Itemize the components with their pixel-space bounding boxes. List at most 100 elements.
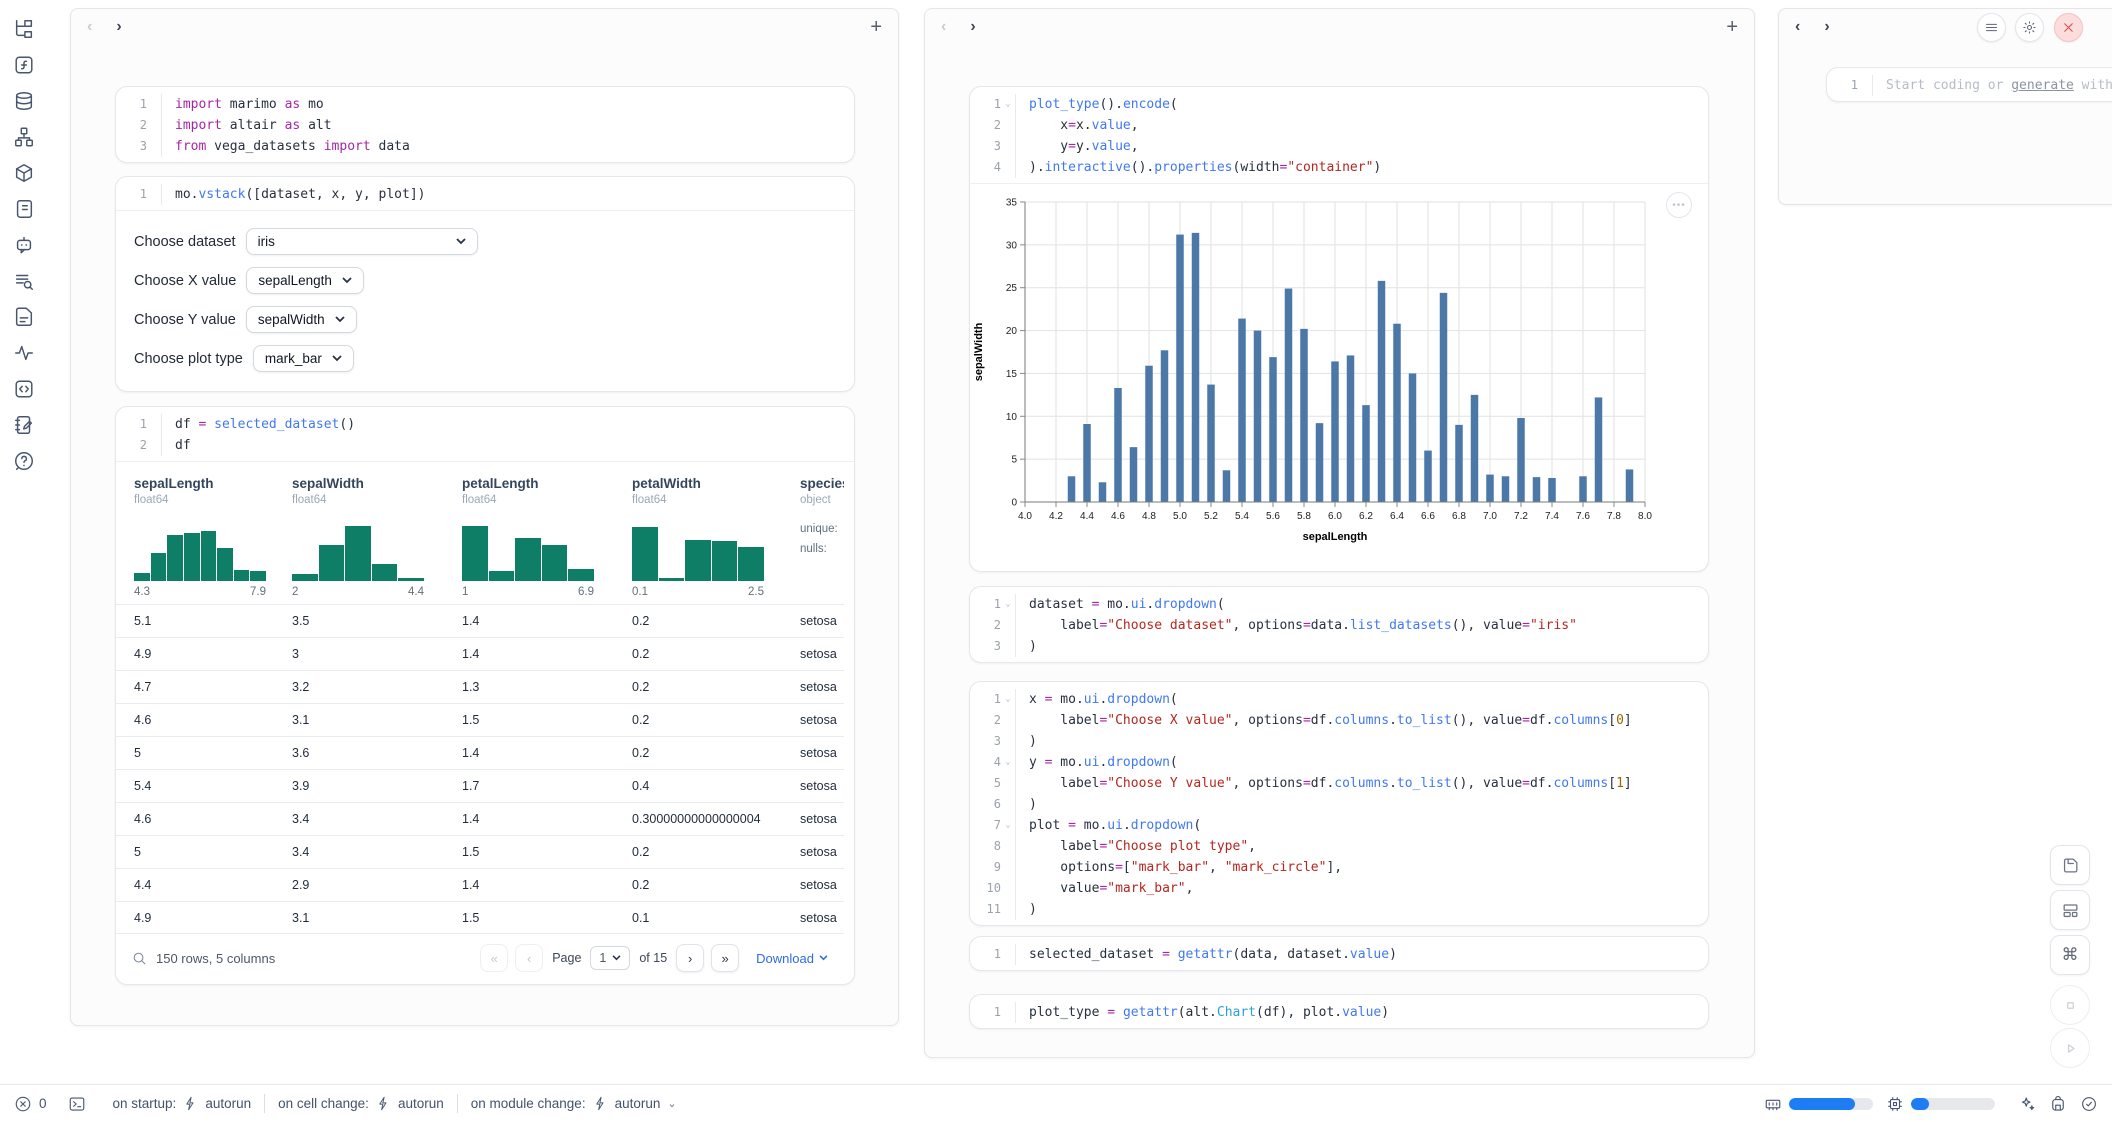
code-line[interactable]: 1⌄plot_type().encode( [970,94,1708,115]
table-row[interactable]: 5.43.91.70.4setosa [116,769,844,802]
connection-status[interactable] [2080,1095,2098,1113]
keyboard-shortcuts-button[interactable]: ⌘ [2050,935,2090,975]
code-line[interactable]: 1mo.vstack([dataset, x, y, plot]) [116,184,854,205]
documentation-icon[interactable] [13,306,35,328]
code-line[interactable]: 5 label="Choose Y value", options=df.col… [970,773,1708,794]
y-value-select[interactable]: sepalWidth [246,306,357,333]
code-line[interactable]: 10 value="mark_bar", [970,878,1708,899]
panel-next-icon[interactable]: › [116,19,121,35]
save-button[interactable] [2050,845,2090,885]
layout-toggle-button[interactable] [2050,890,2090,930]
settings-button[interactable] [2015,13,2044,42]
cpu-usage[interactable] [1886,1095,1995,1113]
on-cell-change-setting[interactable]: on cell change: autorun [278,1096,444,1111]
code-line[interactable]: 2df [116,435,854,456]
error-count[interactable]: 0 [14,1095,47,1113]
ai-chat-icon[interactable] [13,234,35,256]
table-row[interactable]: 4.73.21.30.2setosa [116,670,844,703]
help-icon[interactable] [13,450,35,472]
code-editor[interactable]: 1df = selected_dataset()2df [116,407,854,461]
code-line[interactable]: 3from vega_datasets import data [116,136,854,157]
code-editor[interactable]: 1⌄plot_type().encode(2 x=x.value,3 y=y.v… [970,87,1708,183]
code-line[interactable]: 7⌄plot = mo.ui.dropdown( [970,815,1708,836]
table-row[interactable]: 4.63.11.50.2setosa [116,703,844,736]
memory-usage[interactable] [1764,1095,1873,1113]
code-line[interactable]: 2 x=x.value, [970,115,1708,136]
code-line[interactable]: 8 label="Choose plot type", [970,836,1708,857]
panel-prev-icon[interactable]: ‹ [1795,19,1800,35]
code-line[interactable]: 11) [970,899,1708,920]
code-line[interactable]: 4⌄y = mo.ui.dropdown( [970,752,1708,773]
first-page-button[interactable]: « [480,944,508,972]
fold-icon: ⌄ [1001,594,1015,615]
code-line[interactable]: 2 label="Choose dataset", options=data.l… [970,615,1708,636]
file-tree-icon[interactable] [13,18,35,40]
prev-page-button[interactable]: ‹ [515,944,543,972]
ai-assistant-button[interactable] [2018,1095,2036,1113]
code-line[interactable]: 9 options=["mark_bar", "mark_circle"], [970,857,1708,878]
code-line[interactable]: 2 label="Choose X value", options=df.col… [970,710,1708,731]
code-line[interactable]: 1import marimo as mo [116,94,854,115]
dataset-select[interactable]: iris [246,228,478,255]
shutdown-button[interactable] [2054,13,2083,42]
notebook-icon[interactable] [13,414,35,436]
panel-prev-icon[interactable]: ‹ [87,19,92,35]
code-editor[interactable]: 1⌄dataset = mo.ui.dropdown(2 label="Choo… [970,587,1708,662]
chart-output[interactable]: 4.04.24.44.64.85.05.25.45.65.86.06.26.46… [970,184,1708,571]
stop-button[interactable] [2050,985,2090,1025]
function-icon[interactable] [13,54,35,76]
database-icon[interactable] [13,90,35,112]
dependency-graph-icon[interactable] [13,126,35,148]
code-line[interactable]: 1df = selected_dataset() [116,414,854,435]
code-line[interactable]: 1⌄dataset = mo.ui.dropdown( [970,594,1708,615]
snippets-icon[interactable] [13,378,35,400]
tracing-icon[interactable] [13,342,35,364]
table-row[interactable]: 4.93.11.50.1setosa [116,901,844,934]
run-button[interactable] [2050,1028,2090,1068]
menu-button[interactable] [1977,13,2006,42]
code-line[interactable]: 3 y=y.value, [970,136,1708,157]
code-line[interactable]: 4).interactive().properties(width="conta… [970,157,1708,178]
code-line[interactable]: 6) [970,794,1708,815]
search-icon[interactable] [132,951,147,966]
generate-with-ai-link[interactable]: generate [2011,78,2074,93]
panel-next-icon[interactable]: › [970,19,975,35]
code-line[interactable]: 3) [970,636,1708,657]
table-row[interactable]: 5.13.51.40.2setosa [116,604,844,637]
on-module-change-setting[interactable]: on module change: autorun ⌄ [471,1096,677,1111]
package-manager-button[interactable] [2049,1095,2067,1113]
logs-icon[interactable] [13,198,35,220]
panel-prev-icon[interactable]: ‹ [941,19,946,35]
panel-next-icon[interactable]: › [1824,19,1829,35]
table-row[interactable]: 4.63.41.40.30000000000000004setosa [116,802,844,835]
code-line[interactable]: 1⌄x = mo.ui.dropdown( [970,689,1708,710]
table-row[interactable]: 4.42.91.40.2setosa [116,868,844,901]
code-editor[interactable]: 1plot_type = getattr(alt.Chart(df), plot… [970,995,1708,1028]
on-startup-setting[interactable]: on startup: autorun [113,1096,252,1111]
code-editor[interactable]: 1 Start coding or generate with AI [1827,75,2112,96]
code-line[interactable]: 2import altair as alt [116,115,854,136]
terminal-button[interactable] [68,1095,86,1113]
package-icon[interactable] [13,162,35,184]
page-select[interactable]: 1 [590,946,630,970]
add-cell-button[interactable]: + [1726,16,1738,39]
last-page-button[interactable]: » [711,944,739,972]
next-page-button[interactable]: › [676,944,704,972]
table-row[interactable]: 53.41.50.2setosa [116,835,844,868]
code-line[interactable]: 1selected_dataset = getattr(data, datase… [970,944,1708,965]
add-cell-button[interactable]: + [870,16,882,39]
code-editor[interactable]: 1selected_dataset = getattr(data, datase… [970,937,1708,970]
dropdown-label: Choose dataset [134,234,236,250]
code-editor[interactable]: 1mo.vstack([dataset, x, y, plot]) [116,177,854,210]
scratchpad-icon[interactable] [13,270,35,292]
table-row[interactable]: 4.931.40.2setosa [116,637,844,670]
table-row[interactable]: 53.61.40.2setosa [116,736,844,769]
code-line[interactable]: 3) [970,731,1708,752]
code-editor[interactable]: 1⌄x = mo.ui.dropdown(2 label="Choose X v… [970,682,1708,925]
plot-type-select[interactable]: mark_bar [253,345,354,372]
x-value-select[interactable]: sepalLength [246,267,364,294]
code-editor[interactable]: 1import marimo as mo2import altair as al… [116,87,854,162]
code-line[interactable]: 1plot_type = getattr(alt.Chart(df), plot… [970,1002,1708,1023]
chart-options-button[interactable]: ••• [1666,192,1692,218]
download-button[interactable]: Download [756,951,828,966]
